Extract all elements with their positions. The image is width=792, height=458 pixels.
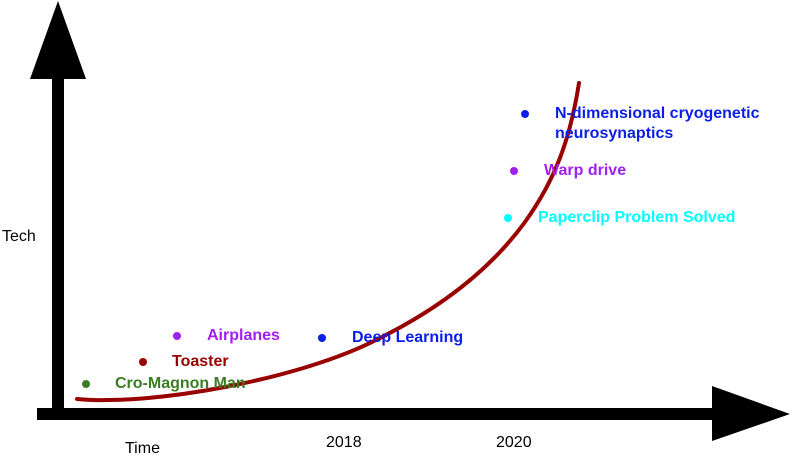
x-axis-arrowhead [712, 386, 790, 441]
event-label-airplanes: Airplanes [207, 327, 280, 344]
y-axis-label: Tech [2, 228, 36, 245]
event-label-paperclip: Paperclip Problem Solved [538, 209, 736, 226]
event-label-deep-learning: Deep Learning [352, 329, 464, 346]
event-label-warp-drive: Warp drive [544, 162, 627, 179]
x-axis-line [37, 408, 714, 420]
event-label-n-dimensional: N-dimensional cryogenetic [555, 105, 760, 122]
event-dot-airplanes [173, 332, 181, 340]
exponential-growth-curve [75, 81, 581, 403]
event-label-n-dimensional-line2: neurosynaptics [555, 125, 674, 142]
event-label-toaster: Toaster [172, 353, 229, 370]
event-dot-n-dimensional [521, 110, 529, 118]
event-dot-toaster [139, 358, 147, 366]
y-axis-line [52, 78, 64, 418]
y-axis-arrowhead [30, 1, 86, 79]
event-label-cro-magnon: Cro-Magnon Man [115, 375, 246, 392]
x-tick-2020: 2020 [496, 434, 532, 451]
x-axis-label: Time [125, 440, 160, 457]
event-dot-deep-learning [318, 334, 326, 342]
event-dot-paperclip [504, 214, 512, 222]
x-tick-2018: 2018 [326, 434, 362, 451]
event-dot-cro-magnon [82, 380, 90, 388]
event-dot-warp-drive [510, 167, 518, 175]
